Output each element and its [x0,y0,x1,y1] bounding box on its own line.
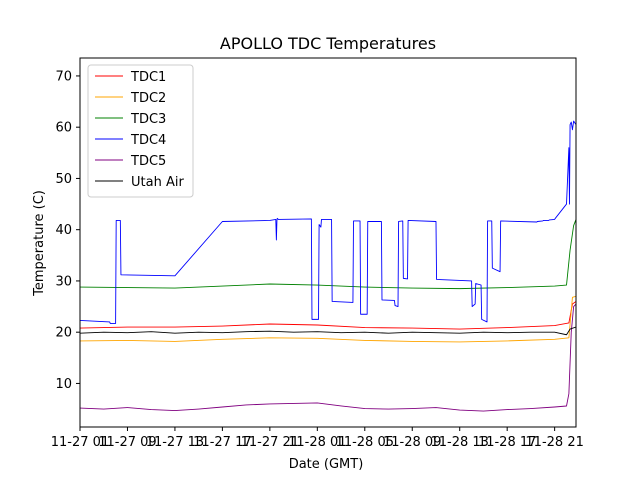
chart-title: APOLLO TDC Temperatures [220,34,436,53]
legend-label-tdc4: TDC4 [130,133,166,148]
y-tick-label: 60 [55,121,72,136]
y-tick-label: 20 [55,326,72,341]
legend-label-utah-air: Utah Air [131,175,184,190]
x-tick-label: 11-28 09 [383,435,441,450]
x-tick-label: 11-27 01 [51,435,109,450]
x-tick-label: 11-28 13 [430,435,488,450]
legend: TDC1 TDC2 TDC3 TDC4 TDC5 Utah Air [87,64,194,198]
x-tick-label: 11-27 21 [241,435,299,450]
legend-label-tdc3: TDC3 [130,112,166,127]
series-line-tdc1 [80,301,576,330]
legend-label-tdc5: TDC5 [130,154,166,169]
series-line-tdc2 [80,295,576,343]
series-line-tdc3 [80,219,576,290]
legend-label-tdc1: TDC1 [130,70,166,85]
y-tick-label: 30 [55,274,72,289]
series-layer [80,120,576,412]
y-axis: 10 20 30 40 50 60 70 [55,69,80,392]
y-tick-label: 10 [55,377,72,392]
x-tick-label: 11-28 17 [478,435,536,450]
x-tick-label: 11-27 13 [146,435,204,450]
x-tick-label: 11-28 05 [336,435,394,450]
series-line-utah-air [80,326,576,336]
y-tick-label: 50 [55,172,72,187]
plot-frame [79,57,577,428]
x-axis-label: Date (GMT) [289,457,364,472]
legend-label-tdc2: TDC2 [130,91,166,106]
y-tick-label: 70 [55,69,72,84]
x-tick-label: 11-27 17 [193,435,251,450]
y-axis-label: Temperature (C) [32,190,47,297]
x-tick-label: 11-28 21 [525,435,583,450]
series-line-tdc4 [80,120,576,324]
x-tick-label: 11-27 09 [98,435,156,450]
legend-box [87,64,194,198]
series-line-tdc5 [80,303,576,412]
y-tick-label: 40 [55,223,72,238]
x-tick-label: 11-28 01 [288,435,346,450]
